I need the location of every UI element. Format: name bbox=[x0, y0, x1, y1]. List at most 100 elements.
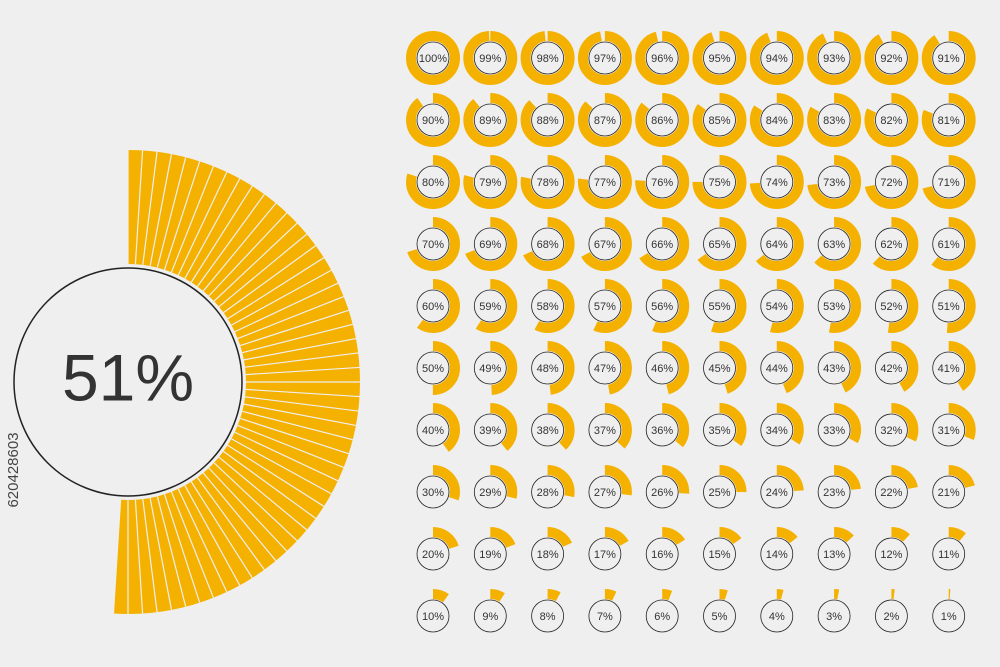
gauge-label: 69% bbox=[479, 239, 501, 251]
gauge-label: 70% bbox=[422, 239, 444, 251]
gauge-center bbox=[817, 227, 851, 261]
gauge-arc bbox=[807, 31, 862, 85]
gauge-label: 41% bbox=[938, 363, 960, 375]
gauge-arc bbox=[864, 527, 919, 581]
gauge-label: 25% bbox=[708, 487, 730, 499]
gauge-arc bbox=[520, 155, 575, 209]
gauge-label: 84% bbox=[766, 115, 788, 127]
gauge-label: 83% bbox=[823, 115, 845, 127]
gauge-arc bbox=[635, 93, 690, 147]
gauge-arc bbox=[635, 341, 690, 395]
gauge-arc bbox=[577, 93, 632, 147]
gauge-arc bbox=[406, 31, 460, 85]
gauge-center bbox=[416, 103, 450, 137]
gauge-arc bbox=[520, 465, 575, 519]
segment-divider bbox=[223, 450, 317, 519]
gauge-label: 45% bbox=[708, 363, 730, 375]
gauge-center bbox=[703, 227, 736, 261]
gauge-center bbox=[817, 413, 851, 447]
gauge-center bbox=[416, 41, 450, 75]
gauge-label: 22% bbox=[880, 487, 902, 499]
segment-divider bbox=[142, 498, 158, 613]
gauge-arc bbox=[692, 465, 747, 519]
gauge-arc bbox=[406, 217, 460, 271]
gauge-arc bbox=[520, 341, 575, 395]
gauge-arc bbox=[807, 155, 862, 209]
gauge-label: 52% bbox=[880, 301, 902, 313]
gauge-label: 7% bbox=[597, 611, 613, 623]
gauge-arc bbox=[807, 341, 862, 395]
gauge-center bbox=[588, 475, 622, 509]
gauge-center bbox=[817, 351, 851, 385]
gauge-label: 98% bbox=[537, 53, 559, 65]
gauge-arc bbox=[406, 589, 460, 643]
gauge-arc bbox=[692, 403, 747, 457]
gauge-arc bbox=[864, 589, 919, 643]
gauge-arc bbox=[463, 403, 518, 457]
gauge-center bbox=[760, 351, 794, 385]
gauge-label: 18% bbox=[537, 549, 559, 561]
gauge-center bbox=[531, 289, 564, 323]
gauge-label: 35% bbox=[708, 425, 730, 437]
gauge-center bbox=[817, 41, 851, 75]
gauge-label: 32% bbox=[880, 425, 902, 437]
gauge-center bbox=[875, 537, 908, 571]
gauge-center bbox=[588, 227, 622, 261]
segment-divider bbox=[213, 222, 298, 302]
gauge-arc bbox=[520, 31, 575, 85]
gauge-arc bbox=[577, 31, 632, 85]
gauge-center bbox=[416, 227, 450, 261]
gauge-center bbox=[932, 351, 966, 385]
segment-divider bbox=[244, 396, 359, 412]
gauge-label: 42% bbox=[880, 363, 902, 375]
gauge-label: 46% bbox=[651, 363, 673, 375]
gauge-arc bbox=[463, 589, 518, 643]
gauge-center bbox=[645, 41, 679, 75]
segment-divider bbox=[170, 166, 214, 273]
gauge-label: 15% bbox=[708, 549, 730, 561]
gauge-center bbox=[817, 289, 851, 323]
gauge-arc bbox=[577, 589, 632, 643]
segment-divider bbox=[163, 161, 201, 270]
gauge-label: 12% bbox=[880, 549, 902, 561]
gauge-label: 31% bbox=[938, 425, 960, 437]
segment-divider bbox=[112, 499, 122, 614]
gauge-label: 78% bbox=[537, 177, 559, 189]
gauge-center bbox=[875, 413, 908, 447]
gauge-label: 28% bbox=[537, 487, 559, 499]
gauge-arc bbox=[921, 527, 976, 581]
gauge-arc bbox=[520, 589, 575, 643]
gauge-arc bbox=[864, 341, 919, 395]
gauge-arc bbox=[577, 341, 632, 395]
gauge-arc bbox=[577, 279, 632, 333]
gauge-label: 74% bbox=[766, 177, 788, 189]
gauge-center bbox=[645, 413, 679, 447]
gauge-label: 17% bbox=[594, 549, 616, 561]
gauge-center bbox=[932, 413, 966, 447]
gauge-label: 94% bbox=[766, 53, 788, 65]
gauge-arc bbox=[520, 403, 575, 457]
segment-divider bbox=[190, 481, 253, 579]
gauge-center bbox=[817, 165, 851, 199]
gauge-center bbox=[13, 267, 243, 497]
gauge-center bbox=[531, 103, 564, 137]
gauge-arc bbox=[520, 279, 575, 333]
segment-divider bbox=[242, 410, 353, 441]
gauge-arc bbox=[807, 279, 862, 333]
gauge-label: 56% bbox=[651, 301, 673, 313]
segment-divider bbox=[208, 212, 288, 297]
segment-divider bbox=[190, 185, 253, 283]
gauge-arc bbox=[577, 217, 632, 271]
gauge-center bbox=[531, 351, 564, 385]
gauge-center bbox=[703, 475, 736, 509]
gauge-arc bbox=[635, 31, 690, 85]
segment-divider bbox=[227, 257, 325, 320]
gauge-center bbox=[760, 41, 794, 75]
gauge-center bbox=[875, 165, 908, 199]
gauge-label: 61% bbox=[938, 239, 960, 251]
gauge-center bbox=[473, 165, 507, 199]
gauge-label: 95% bbox=[708, 53, 730, 65]
segment-divider bbox=[237, 296, 344, 340]
gauge-label: 16% bbox=[651, 549, 673, 561]
